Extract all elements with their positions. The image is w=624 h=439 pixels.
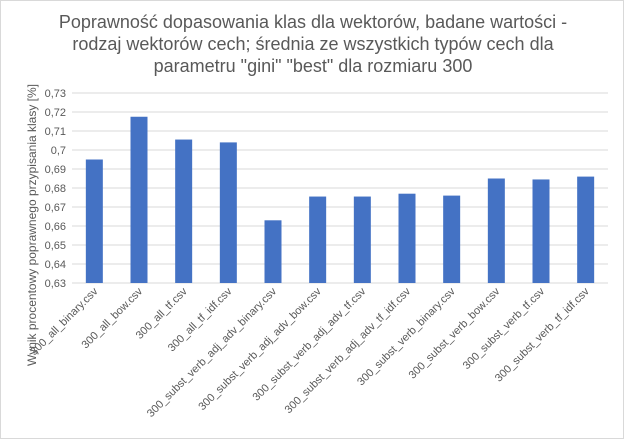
bar (398, 193, 416, 283)
bar (577, 176, 595, 283)
bar (487, 178, 505, 283)
x-tick-label: 300_subst_verb_tf.csv (461, 285, 548, 372)
bar (175, 139, 193, 283)
y-tick-label: 0,73 (45, 88, 66, 100)
y-axis-label: Wynik procentowy poprawnego przypisania … (25, 84, 39, 366)
gridlines (72, 92, 608, 284)
x-tick-label: 300_subst_verb_tf_idf.csv (493, 285, 592, 384)
y-tick-label: 0,69 (45, 164, 66, 176)
bar (85, 159, 103, 283)
y-tick-label: 0,65 (45, 240, 66, 252)
y-tick-label: 0,67 (45, 202, 66, 214)
bar (219, 142, 237, 283)
chart-title: Poprawność dopasowania klas dla wektorów… (41, 11, 585, 77)
bar (130, 116, 148, 283)
chart-title-line-1: Poprawność dopasowania klas dla wektorów… (58, 12, 568, 32)
chart-title-line-2: rodzaj wektorów cech; średnia ze wszystk… (72, 34, 554, 54)
y-tick-label: 0,7 (51, 145, 66, 157)
y-tick-label: 0,66 (45, 221, 66, 233)
bars (85, 116, 595, 283)
bar (443, 195, 461, 283)
bar (353, 196, 371, 283)
y-axis-ticks: 0,63 0,64 0,65 0,66 0,67 0,68 0,69 0,7 0,71 0,72 0… (45, 88, 66, 290)
x-tick-label: 300_subst_verb_bow.csv (407, 285, 503, 381)
y-tick-label: 0,72 (45, 107, 66, 119)
y-tick-label: 0,64 (45, 259, 66, 271)
y-tick-label: 0,68 (45, 183, 66, 195)
bar (309, 196, 327, 283)
chart-title-line-3: parametru "gini" "best" dla rozmiaru 300 (153, 56, 473, 76)
bar (532, 179, 550, 283)
bar (264, 220, 282, 283)
y-tick-label: 0,71 (45, 126, 66, 138)
y-tick-label: 0,63 (45, 278, 66, 290)
x-axis-ticks: 300_all_binary.csv300_all_bow.csv300_all… (28, 285, 592, 420)
